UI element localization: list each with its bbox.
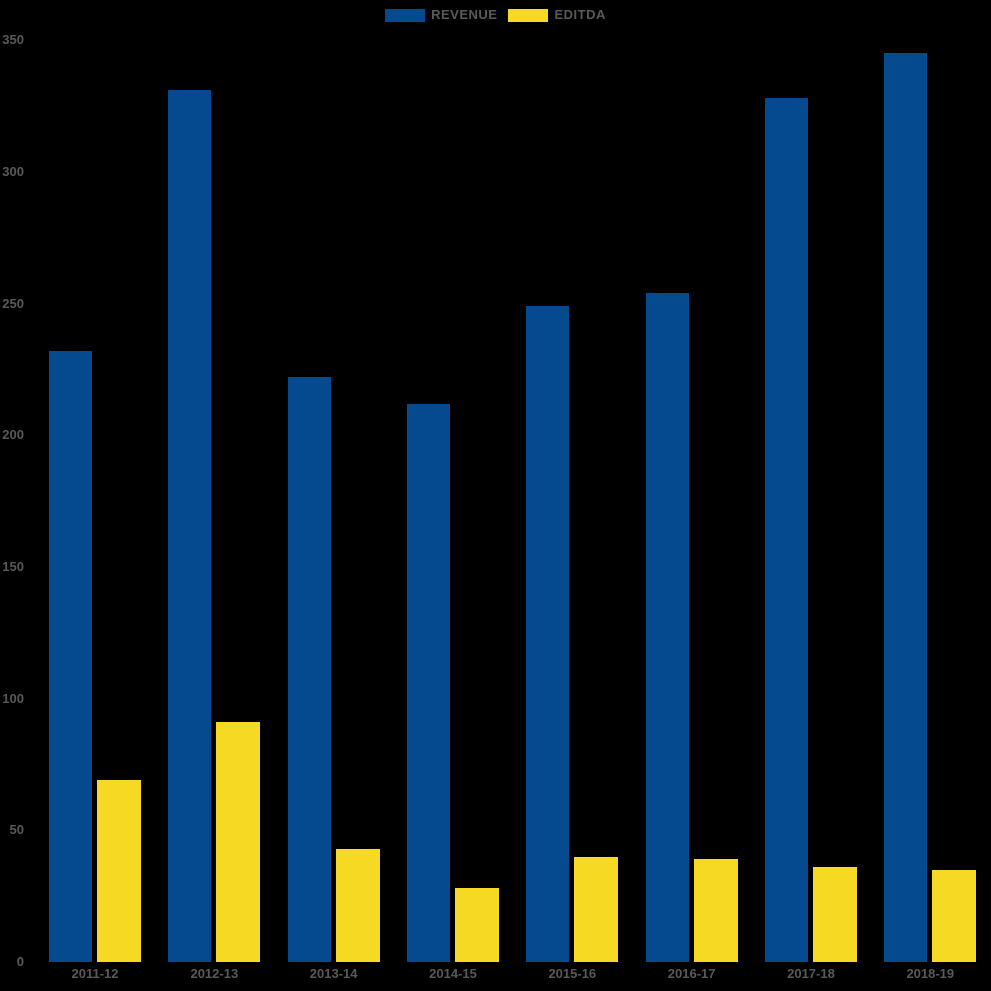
bar-revenue-2015-16 — [526, 306, 570, 962]
revenue-legend-label: REVENUE — [431, 7, 498, 22]
revenue-legend-swatch-icon — [385, 8, 426, 22]
x-axis-label: 2015-16 — [548, 966, 597, 981]
y-axis-tick-label: 50 — [9, 822, 24, 838]
y-axis-tick-label: 300 — [2, 163, 24, 179]
editda-legend-label: EDITDA — [554, 7, 606, 22]
bar-editda-2018-19 — [932, 869, 977, 962]
x-axis-label: 2012-13 — [190, 966, 239, 981]
y-axis-tick-label: 150 — [2, 558, 24, 574]
x-axis-label: 2017-18 — [787, 966, 835, 981]
bar-editda-2015-16 — [574, 856, 619, 962]
x-axis-label: 2014-15 — [429, 966, 477, 981]
x-axis-label: 2011-12 — [71, 966, 119, 981]
y-axis-tick-label: 200 — [2, 427, 24, 443]
bar-editda-2013-14 — [335, 848, 380, 962]
bar-revenue-2012-13 — [168, 90, 212, 962]
editda-legend-swatch-icon — [508, 8, 549, 22]
x-axis-label: 2016-17 — [667, 966, 716, 981]
bar-editda-2014-15 — [454, 888, 499, 962]
y-axis-tick-label: 100 — [2, 690, 24, 706]
bar-revenue-2018-19 — [884, 53, 928, 962]
bar-revenue-2013-14 — [287, 377, 331, 962]
bar-editda-2017-18 — [812, 867, 857, 962]
y-axis-tick-label: 250 — [2, 295, 24, 311]
bar-revenue-2011-12 — [49, 350, 92, 962]
x-axis-label: 2018-19 — [906, 966, 955, 981]
bar-revenue-2016-17 — [645, 292, 689, 962]
y-axis-tick-label: 350 — [2, 32, 24, 48]
bar-editda-2016-17 — [693, 859, 738, 962]
x-axis-label: 2013-14 — [309, 966, 358, 981]
legend: REVENUE EDITDA — [0, 7, 991, 23]
bar-editda-2012-13 — [216, 722, 261, 962]
bar-revenue-2017-18 — [764, 98, 808, 962]
legend-item-revenue: REVENUE — [385, 7, 497, 23]
bar-editda-2011-12 — [97, 780, 141, 962]
y-axis-tick-label: 0 — [16, 954, 24, 969]
legend-item-editda: EDITDA — [508, 7, 605, 23]
bar-revenue-2014-15 — [406, 403, 450, 962]
